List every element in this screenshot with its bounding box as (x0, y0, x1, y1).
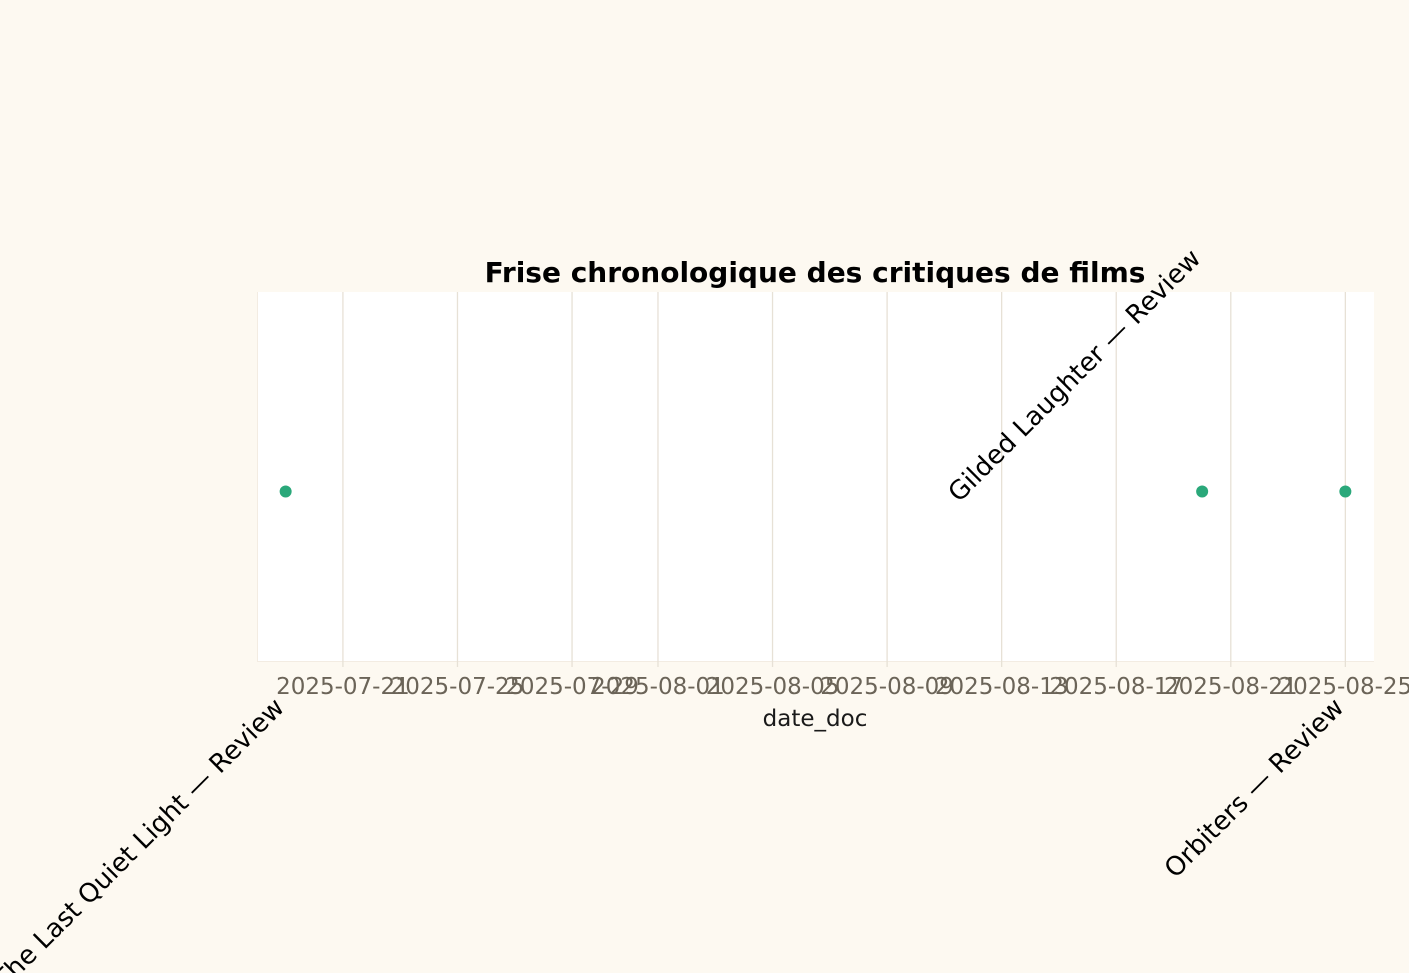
x-tick-label: 2025-08-17 (1049, 674, 1183, 700)
chart-title: Frise chronologique des critiques de fil… (485, 256, 1146, 289)
x-tick-label: 2025-08-01 (591, 674, 725, 700)
x-tick-label: 2025-08-25 (1279, 674, 1409, 700)
data-points (279, 485, 1352, 498)
point-label: Orbiters — Review (1159, 693, 1350, 884)
x-tick-label: 2025-08-09 (820, 674, 954, 700)
x-tick-label: 2025-08-13 (935, 674, 1069, 700)
x-tick-label: 2025-07-25 (391, 674, 525, 700)
data-point (1339, 485, 1352, 498)
plot-area (257, 292, 1374, 661)
data-point (279, 485, 292, 498)
x-tick-label: 2025-07-29 (505, 674, 639, 700)
x-tick-label: 2025-08-05 (706, 674, 840, 700)
data-point (1196, 485, 1209, 498)
x-tick-label: 2025-08-21 (1164, 674, 1298, 700)
x-tick-label: 2025-07-21 (276, 674, 410, 700)
point-label: The Last Quiet Light — Review (0, 693, 291, 973)
x-axis-label: date_doc (763, 706, 868, 732)
x-tick-labels: 2025-07-212025-07-252025-07-292025-08-01… (276, 674, 1409, 700)
grid-lines (342, 292, 1347, 667)
